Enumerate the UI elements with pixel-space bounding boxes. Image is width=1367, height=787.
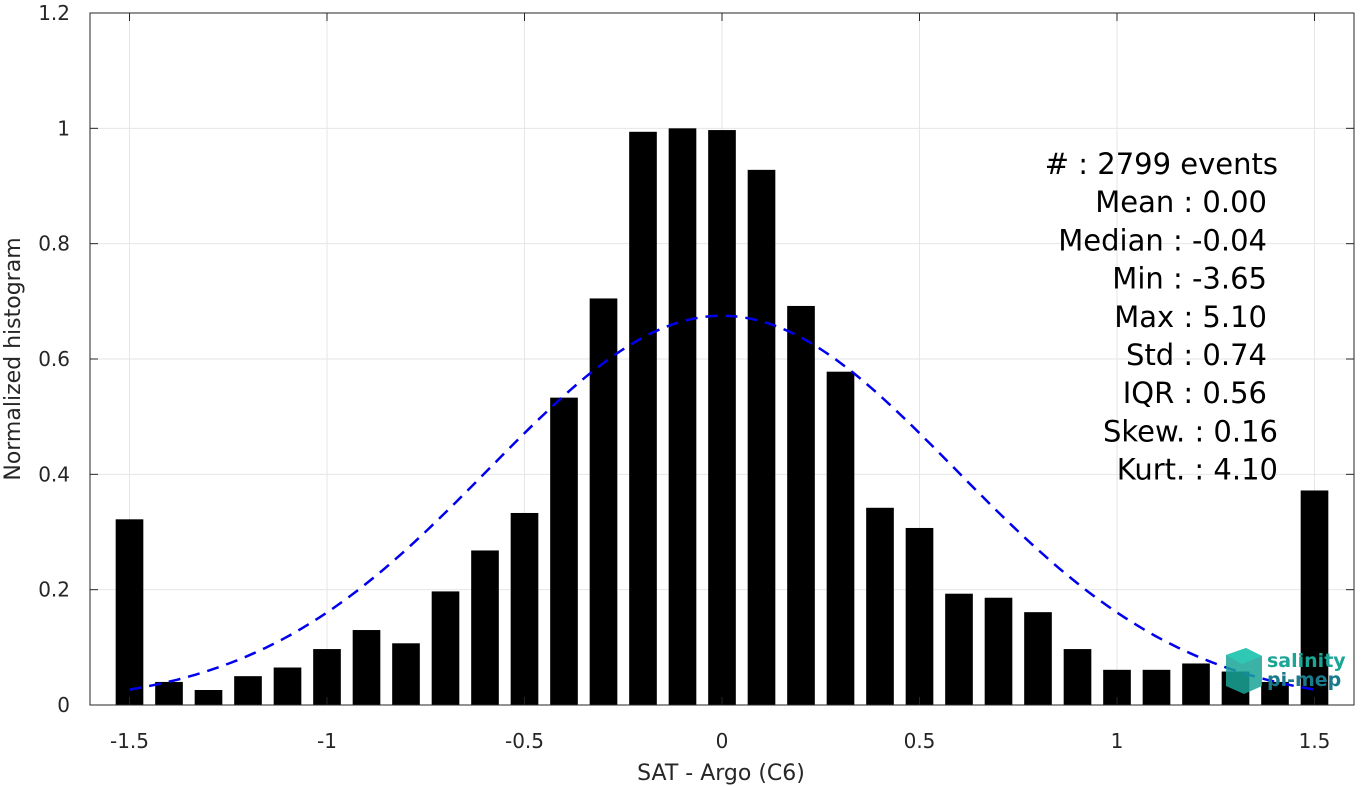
y-tick-label: 0.2 — [38, 578, 70, 602]
logo-line2: pi-mep — [1267, 669, 1341, 691]
y-axis-label: Normalized histogram — [1, 237, 26, 480]
histogram-bar — [589, 298, 618, 705]
logo-line1: salinity — [1267, 650, 1346, 672]
histogram-bar — [392, 643, 420, 705]
stat-line: Min : -3.65 — [1112, 262, 1267, 296]
histogram-bar — [905, 527, 934, 705]
x-tick-label: -1 — [317, 729, 337, 753]
histogram-bar — [1182, 663, 1210, 705]
histogram-bar — [629, 131, 657, 705]
histogram-bar — [747, 169, 776, 705]
x-tick-label: 1 — [1111, 729, 1124, 753]
histogram-bar — [431, 591, 460, 705]
histogram-bar — [945, 593, 973, 705]
histogram-bar — [708, 130, 736, 705]
histogram-bar — [826, 371, 855, 705]
histogram-bar — [866, 507, 894, 705]
stat-line: Skew. : 0.16 — [1103, 414, 1278, 448]
y-tick-label: 0.8 — [38, 232, 70, 256]
stat-line: Kurt. : 4.10 — [1117, 453, 1278, 487]
histogram-bar — [234, 676, 262, 705]
x-tick-label: 0.5 — [904, 729, 936, 753]
stat-line: # : 2799 events — [1045, 147, 1278, 181]
x-tick-label: -0.5 — [505, 729, 544, 753]
histogram-bar — [1261, 681, 1289, 705]
y-tick-label: 0.6 — [38, 347, 70, 371]
x-tick-label: -1.5 — [110, 729, 149, 753]
y-tick-label: 0 — [57, 693, 70, 717]
logo-cube-face — [1226, 648, 1262, 664]
stat-line: Max : 5.10 — [1114, 300, 1267, 334]
histogram-bar — [115, 519, 144, 705]
statistics-box: # : 2799 events Mean : 0.00 Median : -0.04… — [1045, 147, 1278, 487]
bars — [115, 128, 1329, 706]
histogram-bar — [352, 630, 381, 705]
histogram-bar — [273, 667, 302, 705]
y-axis-ticks: 0 0.2 0.4 0.6 0.8 1 1.2 — [38, 1, 1354, 717]
y-tick-label: 0.4 — [38, 462, 70, 486]
histogram-bar — [1142, 669, 1171, 705]
histogram-bar — [510, 512, 539, 705]
histogram-bar — [155, 681, 183, 705]
x-axis-ticks: -1.5 -1 -0.5 0 0.5 1 1.5 — [110, 13, 1330, 753]
x-tick-label: 0 — [716, 729, 729, 753]
x-axis-label: SAT - Argo (C6) — [637, 761, 805, 786]
x-tick-label: 1.5 — [1299, 729, 1331, 753]
stat-line: IQR : 0.56 — [1123, 376, 1267, 410]
histogram-bar — [1300, 490, 1329, 705]
y-tick-label: 1 — [57, 116, 70, 140]
histogram-bar — [550, 397, 578, 705]
histogram-bar — [668, 128, 697, 706]
histogram-bar — [1063, 649, 1092, 705]
stat-line: Std : 0.74 — [1126, 338, 1267, 372]
histogram-bar — [984, 597, 1013, 705]
salinity-pi-mep-logo: salinity pi-mep — [1226, 648, 1346, 694]
histogram-bar — [1024, 612, 1052, 705]
histogram-bar — [313, 649, 341, 705]
histogram-bar — [194, 690, 223, 705]
histogram-bar — [787, 305, 815, 705]
y-tick-label: 1.2 — [38, 1, 70, 25]
stat-line: Mean : 0.00 — [1095, 185, 1267, 219]
histogram-bar — [471, 550, 499, 705]
stat-line: Median : -0.04 — [1058, 223, 1267, 257]
